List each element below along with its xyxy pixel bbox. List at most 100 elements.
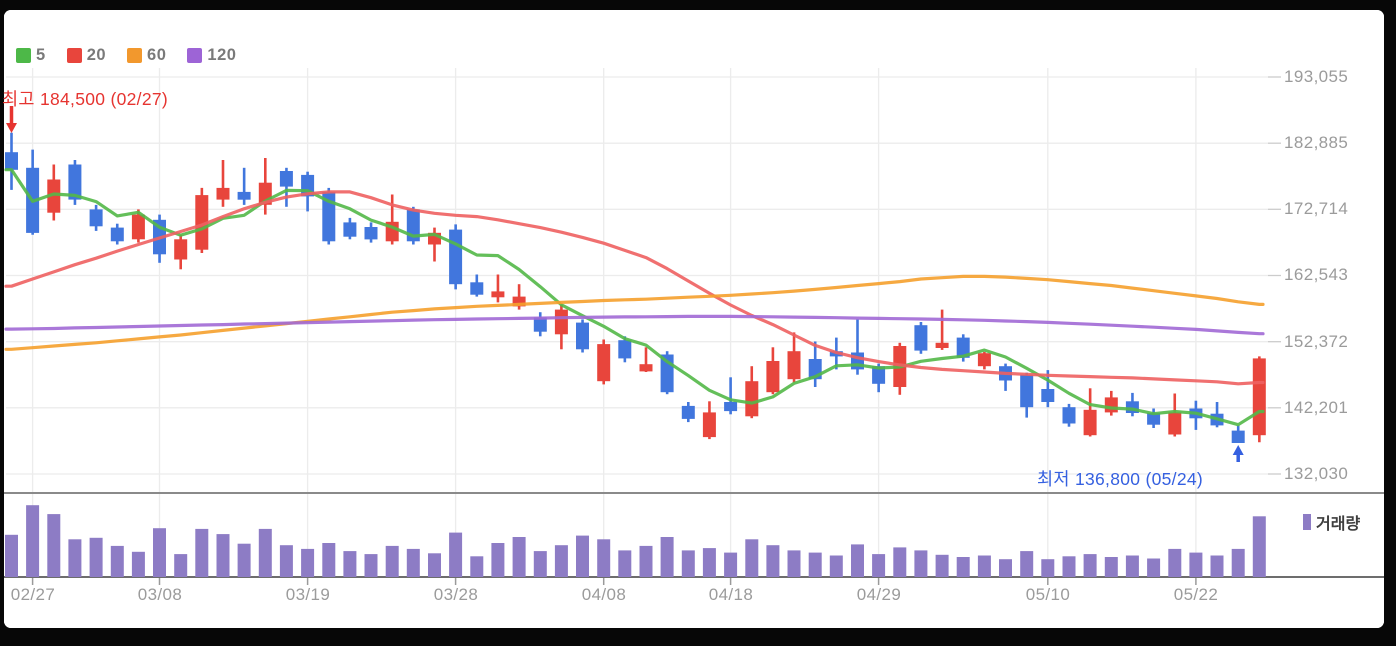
candle-body bbox=[1125, 401, 1139, 413]
volume-bar bbox=[5, 534, 18, 577]
ma-legend-label: 5 bbox=[36, 46, 46, 64]
volume-bar bbox=[279, 545, 293, 577]
candle-body bbox=[639, 364, 653, 372]
volume-bar bbox=[364, 554, 378, 577]
volume-bar bbox=[766, 545, 780, 577]
volume-bar bbox=[681, 550, 695, 577]
ma-legend-label: 120 bbox=[207, 46, 237, 64]
volume-bar bbox=[258, 528, 272, 577]
price-axis-label: 142,201 bbox=[1284, 398, 1349, 417]
candle-body bbox=[872, 366, 886, 384]
candle-body bbox=[956, 337, 970, 358]
candle-body bbox=[766, 361, 780, 393]
volume-bar bbox=[554, 545, 568, 577]
volume-bar bbox=[237, 543, 251, 577]
ma-legend: 5 20 60 120 bbox=[16, 46, 236, 65]
candle-body bbox=[554, 309, 568, 335]
candle-body bbox=[618, 340, 632, 359]
volume-bar bbox=[1041, 559, 1055, 577]
ma-line-ma60 bbox=[4, 274, 1265, 351]
ma-swatch-icon bbox=[127, 48, 143, 63]
volume-bar bbox=[512, 537, 526, 577]
candle-body bbox=[597, 344, 611, 382]
volume-bar bbox=[724, 552, 738, 577]
candle-body bbox=[1168, 412, 1182, 435]
volume-bar bbox=[1189, 552, 1203, 577]
candle-body bbox=[1041, 389, 1055, 402]
candle-body bbox=[449, 229, 463, 285]
volume-legend: 거래량 bbox=[1303, 510, 1360, 534]
volume-bar bbox=[1104, 557, 1118, 577]
volume-bar bbox=[322, 543, 336, 577]
date-axis-label: 04/18 bbox=[708, 585, 754, 604]
volume-bar bbox=[406, 548, 420, 577]
candle-body bbox=[787, 351, 801, 380]
price-axis-label: 162,543 bbox=[1284, 265, 1349, 284]
volume-bar bbox=[89, 537, 103, 577]
volume-bar bbox=[110, 545, 124, 577]
volume-bar bbox=[153, 528, 166, 577]
ma-line-ma20 bbox=[4, 190, 1265, 386]
candle-body bbox=[1231, 430, 1245, 443]
candle-body bbox=[237, 191, 251, 200]
candle-body bbox=[1020, 374, 1034, 408]
volume-bar bbox=[26, 505, 40, 577]
candle-body bbox=[1104, 397, 1118, 413]
candle-body bbox=[131, 214, 145, 240]
candle-body bbox=[1252, 358, 1266, 436]
ma-line-ma120 bbox=[4, 314, 1265, 336]
volume-bar bbox=[956, 557, 970, 577]
volume-swatch-icon bbox=[1303, 514, 1311, 530]
low-arrow-icon bbox=[1232, 445, 1244, 455]
volume-bar bbox=[174, 554, 188, 577]
volume-bar bbox=[491, 543, 505, 577]
volume-bar bbox=[935, 554, 949, 577]
ma-legend-item-60: 60 bbox=[127, 46, 166, 65]
date-axis-label: 05/22 bbox=[1173, 585, 1219, 604]
candle-body bbox=[491, 291, 505, 298]
volume-bar bbox=[216, 534, 230, 577]
candle-body bbox=[1147, 413, 1161, 425]
volume-bar bbox=[660, 537, 674, 577]
price-axis-label: 182,885 bbox=[1284, 133, 1349, 152]
candle-body bbox=[5, 152, 18, 170]
candle-body bbox=[724, 402, 738, 412]
volume-bar bbox=[1231, 548, 1245, 577]
volume-bar bbox=[343, 551, 357, 577]
panel-bg bbox=[4, 10, 1384, 628]
volume-bar bbox=[597, 539, 611, 577]
volume-bar bbox=[576, 535, 589, 577]
price-axis-label: 193,055 bbox=[1284, 67, 1349, 86]
candle-body bbox=[935, 342, 949, 348]
candle-body bbox=[1062, 407, 1076, 424]
high-arrow-icon bbox=[6, 123, 17, 133]
candle-body bbox=[174, 239, 188, 260]
candle-body bbox=[343, 222, 357, 237]
date-axis-label: 05/10 bbox=[1025, 585, 1071, 604]
date-axis-label: 03/28 bbox=[433, 585, 479, 604]
ma-legend-item-20: 20 bbox=[66, 46, 106, 65]
candle-body bbox=[216, 187, 230, 200]
volume-bar bbox=[639, 545, 653, 577]
ma-line-ma5 bbox=[4, 168, 1265, 427]
price-axis-label: 132,030 bbox=[1284, 464, 1349, 483]
volume-bar bbox=[1083, 554, 1097, 577]
candle-body bbox=[512, 296, 526, 307]
volume-bar bbox=[68, 539, 82, 577]
volume-bar bbox=[470, 556, 484, 577]
volume-bar bbox=[1020, 551, 1034, 577]
date-axis-label: 04/08 bbox=[581, 585, 627, 604]
ma-swatch-icon bbox=[187, 48, 203, 63]
volume-bar bbox=[1252, 516, 1266, 577]
volume-bar bbox=[131, 551, 145, 577]
volume-bar bbox=[808, 552, 822, 577]
candle-body bbox=[681, 405, 695, 419]
volume-bar bbox=[449, 532, 463, 577]
date-axis-label: 04/29 bbox=[856, 585, 902, 604]
candle-body bbox=[68, 164, 82, 200]
volume-bar bbox=[1168, 548, 1182, 577]
candle-body bbox=[745, 381, 759, 417]
candle-body bbox=[702, 412, 716, 438]
candle-body bbox=[89, 209, 103, 227]
